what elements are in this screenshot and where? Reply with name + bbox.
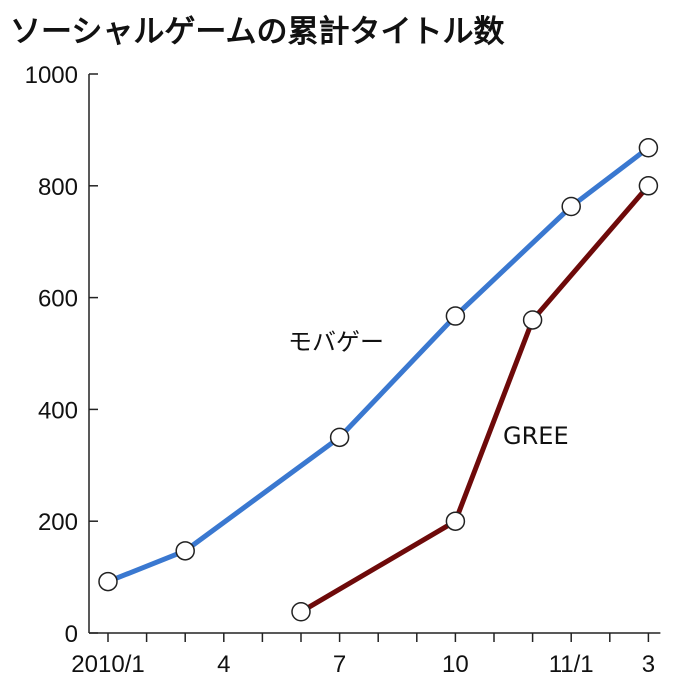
series-label-mobage: モバゲー xyxy=(288,328,384,356)
data-point-0 xyxy=(638,138,659,158)
axes: 0 200 400 600 800 1000 2010/1 4 7 10 11/1 3 xyxy=(25,62,661,678)
series-label-gree: GREE xyxy=(503,422,569,450)
data-point-0 xyxy=(445,306,466,326)
x-tick-label: 4 xyxy=(217,651,230,678)
series-lines xyxy=(105,145,651,615)
series-line-0 xyxy=(105,145,651,585)
data-point-0 xyxy=(329,427,350,448)
data-point-1 xyxy=(638,176,659,196)
data-point-0 xyxy=(98,571,118,592)
x-tick-label: 10 xyxy=(442,651,469,678)
y-tick-label: 600 xyxy=(38,286,78,313)
series-points xyxy=(98,138,659,622)
series-line-1 xyxy=(298,183,651,615)
data-point-1 xyxy=(291,602,311,622)
data-point-1 xyxy=(445,511,466,531)
data-point-0 xyxy=(175,541,195,561)
data-point-0 xyxy=(561,196,581,217)
x-tick-label: 7 xyxy=(333,651,346,678)
data-point-1 xyxy=(522,310,543,330)
y-tick-label: 0 xyxy=(65,621,78,648)
chart-title: ソーシャルゲームの累計タイトル数 xyxy=(10,14,504,50)
x-tick-label: 11/1 xyxy=(549,651,594,678)
y-tick-label: 1000 xyxy=(25,62,78,89)
x-tick-label: 2010/1 xyxy=(71,651,144,678)
y-tick-label: 200 xyxy=(38,509,78,536)
y-tick-label: 800 xyxy=(38,174,78,201)
y-tick-label: 400 xyxy=(38,397,78,424)
x-tick-label: 3 xyxy=(642,651,655,678)
